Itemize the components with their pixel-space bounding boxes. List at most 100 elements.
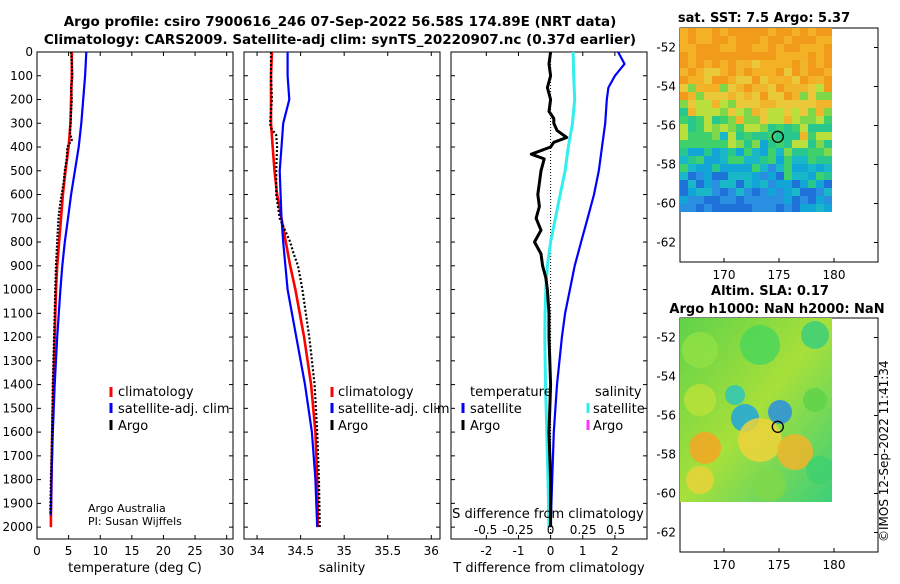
sst-cell [800, 108, 808, 116]
lat-tick-label: -60 [656, 197, 676, 211]
sst-cell [784, 188, 792, 196]
sst-cell [760, 28, 768, 36]
sst-cell [800, 68, 808, 76]
sst-cell [824, 156, 832, 164]
sst-cell [784, 84, 792, 92]
sst-cell [784, 204, 792, 212]
sst-cell [728, 68, 736, 76]
sst-cell [704, 156, 712, 164]
sst-cell [776, 36, 784, 44]
sst-cell [768, 100, 776, 108]
sst-cell [720, 36, 728, 44]
sst-cell [728, 28, 736, 36]
sst-cell [792, 84, 800, 92]
sst-cell [784, 60, 792, 68]
lat-tick-label: -52 [656, 331, 676, 345]
sst-cell [728, 156, 736, 164]
sst-cell [744, 188, 752, 196]
sst-cell [824, 132, 832, 140]
lat-tick-label: -62 [656, 236, 676, 250]
sst-cell [784, 196, 792, 204]
sst-cell [728, 164, 736, 172]
difference-panel: -2 -1 0 1 2 temperature salinity satellite A… [450, 51, 648, 576]
sst-cell [720, 108, 728, 116]
sst-cell [680, 100, 688, 108]
sst-cell [736, 164, 744, 172]
sst-cell [752, 180, 760, 188]
timestamp-text: ©IMOS 12-Sep-2022 11:41:34 [877, 360, 891, 542]
sst-cell [784, 52, 792, 60]
sst-cell [792, 132, 800, 140]
x-tick-label: 5 [65, 544, 73, 558]
sst-cell [704, 180, 712, 188]
sst-cell [688, 180, 696, 188]
sst-cell [720, 100, 728, 108]
depth-tick-label: 400 [10, 140, 33, 154]
sst-cell [688, 92, 696, 100]
sst-cell [752, 52, 760, 60]
sst-cell [768, 44, 776, 52]
sst-cell [784, 76, 792, 84]
sst-cell [744, 84, 752, 92]
sst-cell [784, 92, 792, 100]
sst-cell [720, 188, 728, 196]
sst-cell [696, 76, 704, 84]
sst-cell [824, 108, 832, 116]
lon-tick-label: 180 [823, 558, 846, 572]
sla-anomaly-blob [686, 466, 714, 494]
sst-cell [760, 36, 768, 44]
sst-cell [816, 76, 824, 84]
lat-tick-label: -58 [656, 448, 676, 462]
sst-cell [768, 84, 776, 92]
sst-cell [712, 188, 720, 196]
sst-cell [808, 116, 816, 124]
sst-cell [792, 44, 800, 52]
depth-tick-label: 0 [25, 45, 33, 59]
sst-cell [696, 188, 704, 196]
sst-cell [744, 52, 752, 60]
sst-cell [696, 28, 704, 36]
sst-cell [776, 156, 784, 164]
sst-cell [720, 116, 728, 124]
sst-cell [720, 196, 728, 204]
sst-cell [720, 132, 728, 140]
sla-anomaly-blob [801, 321, 829, 349]
legend-climatology-label: climatology [338, 385, 414, 400]
depth-tick-label: 1200 [2, 330, 33, 344]
sst-cell [720, 204, 728, 212]
sst-cell [728, 180, 736, 188]
depth-tick-label: 1100 [2, 306, 33, 320]
sst-cell [736, 156, 744, 164]
sst-cell [760, 44, 768, 52]
sst-cell [696, 36, 704, 44]
sst-cell [736, 188, 744, 196]
legend-argo-label: Argo [118, 419, 148, 434]
sst-cell [728, 116, 736, 124]
sst-cell [824, 164, 832, 172]
sst-cell [792, 28, 800, 36]
x-tick-label: -2 [480, 544, 492, 558]
sst-cell [816, 132, 824, 140]
sst-cell [816, 204, 824, 212]
sst-cell [752, 44, 760, 52]
sst-cell [712, 36, 720, 44]
sst-cell [816, 52, 824, 60]
sst-cell [752, 116, 760, 124]
sla-anomaly-blob [684, 384, 716, 416]
sst-cell [720, 44, 728, 52]
sst-cell [784, 156, 792, 164]
sst-cell [696, 108, 704, 116]
sst-cell [824, 52, 832, 60]
sst-cell [776, 92, 784, 100]
sst-cell [776, 76, 784, 84]
x-tick-label: 15 [124, 544, 139, 558]
lat-tick-label: -56 [656, 119, 676, 133]
sst-cell [816, 148, 824, 156]
sst-cell [688, 148, 696, 156]
sst-cell [696, 180, 704, 188]
sst-cell [712, 164, 720, 172]
x-tick-label: 2 [611, 544, 619, 558]
sst-cell [744, 116, 752, 124]
sst-cell [704, 196, 712, 204]
s-difference-tick-label: 0.5 [606, 523, 625, 537]
